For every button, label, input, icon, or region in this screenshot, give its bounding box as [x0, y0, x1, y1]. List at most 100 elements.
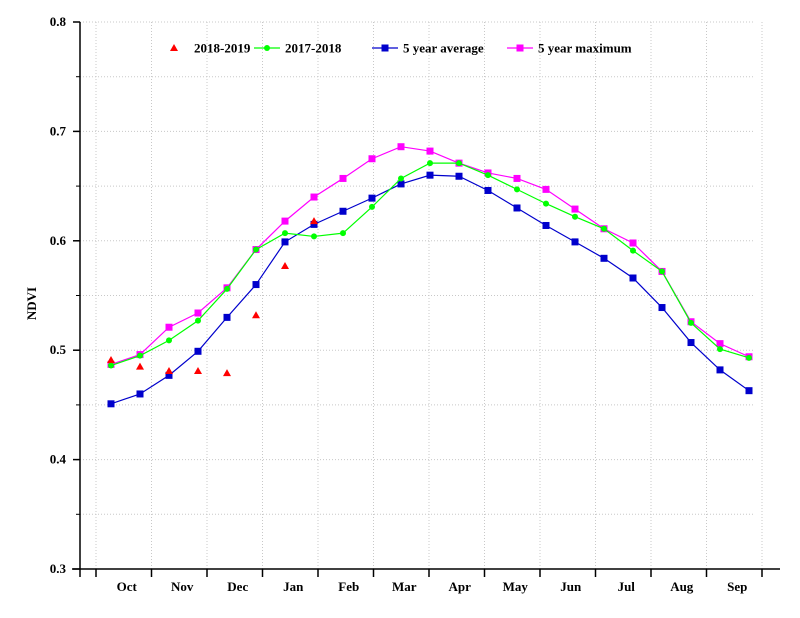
data-point: [397, 143, 405, 151]
data-point: [310, 193, 318, 201]
data-point: [455, 172, 463, 180]
data-point: [688, 319, 694, 326]
data-point: [339, 207, 347, 215]
legend: 2018-2019 2017-2018 5 year average 5 year m…: [170, 41, 632, 56]
data-point: [542, 185, 550, 193]
data-point: [629, 274, 637, 282]
data-point: [397, 180, 405, 188]
series: [107, 143, 753, 408]
data-point: [368, 194, 376, 202]
data-point: [426, 171, 434, 179]
data-point: [717, 346, 723, 353]
x-tick-label: Feb: [338, 579, 359, 594]
axes: [72, 21, 780, 577]
x-tick-label: Aug: [670, 579, 694, 594]
data-point: [485, 172, 491, 179]
data-point: [571, 205, 579, 213]
data-point: [339, 174, 347, 182]
series-0: [107, 217, 318, 377]
data-point: [165, 371, 173, 379]
legend-marker: [170, 44, 178, 51]
x-tick-labels: Oct Nov Dec Jan Feb Mar Apr May Jun Jul Aug Sep: [117, 579, 748, 594]
data-point: [745, 387, 753, 395]
legend-item: 5 year average: [372, 41, 484, 56]
data-point: [426, 147, 434, 155]
x-tick-label: Oct: [117, 579, 138, 594]
series-2: [107, 171, 753, 408]
data-point: [368, 155, 376, 163]
data-point: [398, 175, 404, 182]
data-point: [281, 217, 289, 225]
data-point: [571, 238, 579, 246]
y-tick-labels: 0.3 0.4 0.5 0.6 0.7 0.8: [50, 14, 67, 576]
data-point: [456, 160, 462, 167]
x-tick-label: Jun: [560, 579, 582, 594]
legend-label: 5 year average: [403, 41, 484, 56]
legend-marker: [381, 44, 389, 52]
data-point: [252, 281, 260, 289]
data-point: [281, 261, 289, 269]
data-point: [369, 203, 375, 210]
data-point: [687, 339, 695, 347]
data-point: [194, 347, 202, 355]
data-point: [281, 238, 289, 246]
data-point: [311, 233, 317, 240]
data-point: [630, 247, 636, 254]
data-point: [165, 366, 173, 374]
data-point: [600, 254, 608, 262]
legend-marker: [516, 44, 524, 52]
data-point: [513, 204, 521, 212]
data-point: [224, 285, 230, 292]
x-tick-label: Sep: [727, 579, 747, 594]
legend-item: 5 year maximum: [507, 41, 632, 56]
x-tick-label: May: [503, 579, 529, 594]
data-point: [194, 366, 202, 374]
data-point: [484, 186, 492, 194]
data-point: [107, 356, 115, 364]
y-tick-label: 0.4: [50, 452, 67, 467]
data-point: [194, 309, 202, 317]
data-point: [195, 317, 201, 324]
data-point: [223, 313, 231, 321]
grid-lines: [80, 21, 763, 569]
data-point: [137, 352, 143, 359]
legend-label: 5 year maximum: [538, 41, 632, 56]
data-point: [716, 366, 724, 374]
data-point: [136, 362, 144, 370]
data-point: [572, 213, 578, 220]
data-point: [108, 362, 114, 369]
x-tick-label: Mar: [392, 579, 417, 594]
x-tick-label: Jul: [618, 579, 636, 594]
data-point: [166, 337, 172, 344]
data-point: [543, 200, 549, 207]
data-point: [513, 174, 521, 182]
data-point: [107, 400, 115, 408]
legend-item: 2017-2018: [254, 41, 342, 56]
y-tick-label: 0.5: [50, 342, 67, 357]
data-point: [427, 160, 433, 167]
legend-label: 2018-2019: [194, 41, 251, 56]
data-point: [746, 354, 752, 361]
legend-item: 2018-2019: [170, 41, 251, 56]
x-tick-label: Apr: [449, 579, 472, 594]
data-point: [223, 369, 231, 377]
x-tick-label: Dec: [227, 579, 248, 594]
data-point: [658, 304, 666, 312]
data-point: [340, 230, 346, 237]
y-axis-title: NDVI: [24, 287, 39, 320]
y-tick-label: 0.6: [50, 233, 67, 248]
y-tick-label: 0.8: [50, 14, 67, 29]
data-point: [542, 221, 550, 229]
series-1: [108, 160, 752, 369]
data-point: [310, 217, 318, 225]
x-tick-label: Jan: [283, 579, 304, 594]
data-point: [514, 186, 520, 193]
data-point: [282, 230, 288, 237]
y-tick-label: 0.3: [50, 561, 67, 576]
data-point: [310, 220, 318, 228]
legend-marker: [264, 45, 270, 51]
data-point: [253, 246, 259, 253]
data-point: [716, 340, 724, 348]
data-point: [659, 268, 665, 275]
